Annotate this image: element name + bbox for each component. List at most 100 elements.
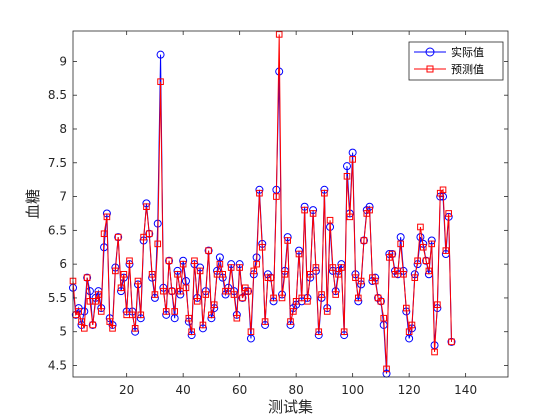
- data-point-predicted: [290, 308, 297, 315]
- data-point-predicted: [143, 203, 150, 211]
- data-point-predicted: [309, 210, 317, 217]
- data-point-predicted: [321, 189, 328, 197]
- data-point-predicted: [117, 284, 125, 292]
- data-point-predicted: [357, 277, 365, 285]
- data-point-predicted: [185, 314, 193, 322]
- data-point-predicted: [411, 274, 419, 281]
- data-point-predicted: [346, 213, 354, 221]
- data-point-predicted: [134, 277, 142, 285]
- x-tick-label: 140: [454, 383, 477, 397]
- data-point-predicted: [199, 321, 207, 329]
- legend-marker-predicted: [426, 65, 434, 73]
- data-point-predicted: [405, 328, 413, 336]
- data-point-predicted: [208, 311, 215, 319]
- data-point-predicted: [315, 328, 323, 336]
- data-point-predicted: [408, 321, 416, 329]
- data-point-predicted: [253, 260, 260, 268]
- y-tick-label: 8.5: [48, 88, 67, 102]
- data-point-predicted: [193, 298, 201, 305]
- data-point-predicted: [318, 291, 325, 298]
- x-tick-label: 60: [232, 383, 247, 397]
- data-point-predicted: [247, 328, 255, 336]
- y-tick-label: 4.5: [48, 359, 67, 373]
- data-point-predicted: [151, 291, 159, 298]
- y-tick-label: 7: [59, 190, 67, 204]
- data-point-predicted: [145, 230, 153, 238]
- data-point-predicted: [298, 294, 306, 302]
- data-point-predicted: [160, 287, 167, 295]
- y-tick-label: 8: [59, 122, 67, 136]
- data-point-predicted: [304, 298, 311, 305]
- data-point-predicted: [106, 318, 114, 325]
- data-point-predicted: [230, 291, 238, 298]
- data-point-predicted: [114, 233, 122, 241]
- data-point-predicted: [329, 264, 337, 271]
- ticks-layer: 20 40 60 80 100 120 140 4.5 5 5.5 6 6.5 7 7.5 8 8.5 9: [48, 31, 508, 397]
- data-point-predicted: [210, 301, 218, 308]
- data-point-predicted: [83, 274, 91, 281]
- y-tick-label: 5: [59, 325, 67, 339]
- data-point-predicted: [78, 318, 85, 325]
- data-point-predicted: [417, 223, 424, 231]
- data-point-predicted: [414, 257, 421, 265]
- data-point-predicted: [352, 274, 359, 281]
- data-point-predicted: [109, 325, 116, 332]
- data-point-predicted: [97, 308, 105, 315]
- data-point-predicted: [157, 78, 164, 85]
- data-point-predicted: [366, 206, 373, 214]
- data-point-predicted: [103, 213, 111, 221]
- data-point-predicted: [270, 294, 277, 302]
- legend-marker-actual: [425, 47, 435, 57]
- data-point-predicted: [148, 270, 156, 278]
- y-tick-label: 6: [59, 257, 67, 271]
- data-point-predicted: [292, 298, 300, 305]
- data-point-predicted: [338, 264, 345, 271]
- data-point-predicted: [258, 243, 266, 251]
- data-point-predicted: [120, 270, 128, 278]
- x-tick-label: 120: [398, 383, 421, 397]
- y-tick-label: 6.5: [48, 223, 67, 237]
- data-point-predicted: [129, 311, 136, 319]
- data-point-predicted: [284, 237, 291, 244]
- data-point-predicted: [332, 291, 339, 298]
- data-point-predicted: [323, 308, 331, 315]
- data-point-predicted: [431, 348, 438, 356]
- data-point-predicted: [445, 210, 452, 217]
- data-point-actual: [156, 50, 165, 59]
- data-point-predicted: [301, 206, 308, 214]
- data-point-predicted: [92, 298, 99, 305]
- data-point-predicted: [191, 257, 198, 265]
- data-point-predicted: [171, 308, 178, 315]
- legend-box: [408, 41, 504, 81]
- y-tick-label: 5.5: [48, 291, 67, 305]
- data-point-predicted: [394, 267, 402, 275]
- data-point-predicted: [275, 31, 283, 38]
- data-point-predicted: [179, 260, 187, 268]
- data-point-predicted: [397, 240, 404, 248]
- data-point-predicted: [256, 189, 263, 197]
- data-point-actual: [416, 233, 425, 242]
- series-layer: [69, 31, 456, 378]
- data-point-predicted: [140, 233, 147, 241]
- x-tick-label: 80: [289, 383, 304, 397]
- y-tick-label: 7.5: [48, 156, 67, 170]
- data-point-predicted: [188, 328, 195, 336]
- legend-label-actual: 实际值: [451, 45, 484, 59]
- legend-label-predicted: 预测值: [451, 63, 484, 76]
- data-point-predicted: [205, 247, 212, 254]
- data-point-predicted: [131, 325, 139, 332]
- data-point-predicted: [244, 287, 252, 295]
- data-point-predicted: [216, 260, 224, 268]
- data-point-actual: [342, 162, 351, 171]
- data-point-predicted: [236, 264, 243, 271]
- data-point-predicted: [439, 186, 447, 194]
- data-point-predicted: [425, 267, 433, 275]
- data-point-predicted: [388, 250, 396, 258]
- data-point-predicted: [233, 314, 241, 322]
- data-point-predicted: [306, 270, 314, 278]
- data-point-predicted: [75, 308, 82, 315]
- data-point-predicted: [377, 298, 385, 305]
- data-point-predicted: [95, 291, 102, 298]
- data-point-actual: [331, 287, 340, 296]
